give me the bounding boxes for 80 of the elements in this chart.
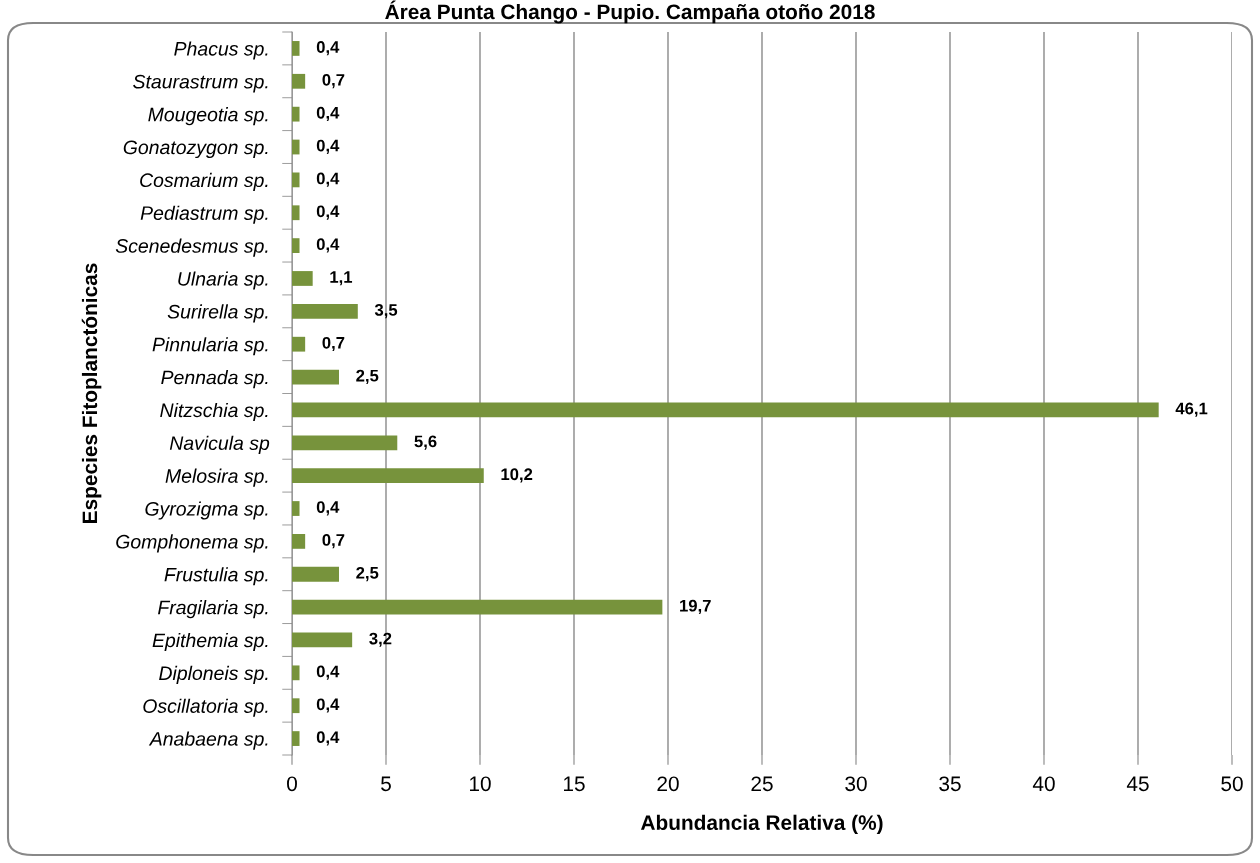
x-tick-label: 50: [1221, 776, 1243, 792]
data-label: 0,4: [316, 501, 340, 516]
data-label: 0,4: [316, 139, 340, 154]
data-label: 1,1: [330, 271, 353, 286]
bar: [292, 303, 358, 319]
y-tick-label: Phacus sp.: [174, 41, 268, 60]
x-tick-label: 30: [845, 776, 867, 792]
y-tick-label: Staurastrum sp.: [133, 74, 268, 93]
bar: [292, 468, 484, 484]
data-label: 19,7: [680, 599, 711, 614]
y-tick-label: Melosira sp.: [165, 468, 268, 487]
bar: [292, 336, 306, 352]
y-tick-label: Ulnaria sp.: [178, 271, 268, 290]
x-tick-label: 35: [939, 776, 961, 792]
bar: [292, 402, 1159, 418]
data-label: 0,7: [322, 73, 345, 89]
data-label: 5,6: [414, 435, 437, 450]
y-axis-title: Especies Fitoplanctónicas: [81, 263, 102, 523]
y-tick-label: Pennada sp.: [161, 370, 268, 389]
bar: [292, 369, 339, 385]
x-tick-label: 0: [287, 776, 297, 792]
y-tick-label: Gonatozygon sp.: [123, 140, 268, 159]
bar: [292, 205, 300, 221]
y-tick-label: Surirella sp.: [167, 304, 268, 323]
data-label: 10,2: [501, 468, 533, 483]
bar: [292, 501, 300, 516]
data-label: 0,4: [316, 106, 340, 122]
data-label: 3,5: [374, 304, 398, 319]
x-tick-label: 25: [751, 776, 773, 792]
bar: [292, 566, 339, 582]
bar: [292, 172, 300, 188]
y-tick-label: Pinnularia sp.: [152, 337, 268, 356]
bar: [292, 665, 300, 681]
y-tick-label: Diploneis sp.: [159, 665, 268, 684]
y-tick-label: Cosmarium sp.: [140, 172, 268, 191]
y-tick-label: Navicula sp: [169, 435, 270, 454]
bar: [292, 533, 306, 549]
data-label: 0,4: [316, 41, 340, 56]
y-tick-label: Pediastrum sp.: [140, 205, 268, 224]
bar: [292, 139, 300, 155]
y-tick-label: Oscillatoria sp.: [143, 698, 268, 717]
data-label: 0,4: [316, 172, 340, 187]
y-tick-label: Scenedesmus sp.: [115, 238, 268, 257]
data-label: 0,4: [316, 205, 340, 220]
bar: [292, 599, 663, 615]
y-tick-label: Frustulia sp.: [164, 567, 268, 586]
y-tick-label: Nitzschia sp.: [160, 402, 268, 422]
x-axis-title: Abundancia Relativa (%): [640, 814, 883, 835]
data-label: 46,1: [1175, 402, 1208, 417]
data-label: 0,4: [316, 698, 340, 713]
y-tick-label: Anabaena sp.: [148, 731, 268, 750]
data-label: 0,7: [322, 336, 345, 352]
bar: [292, 73, 306, 89]
x-tick-label: 15: [564, 776, 585, 792]
bar: [292, 632, 353, 648]
data-label: 2,5: [356, 369, 379, 384]
x-tick-label: 45: [1126, 776, 1149, 792]
bar: [292, 435, 398, 451]
y-tick-label: Gyrozigma sp.: [145, 501, 268, 520]
chart-title: Área Punta Chango - Pupio. Campaña otoño 2018: [385, 0, 875, 24]
data-label: 0,4: [316, 665, 340, 680]
x-tick-label: 40: [1032, 776, 1055, 792]
data-label: 0,4: [316, 238, 340, 253]
bar: [292, 238, 300, 254]
bar: [292, 698, 300, 714]
x-tick-label: 20: [657, 776, 679, 792]
x-tick-label: 10: [470, 776, 491, 792]
y-tick-label: Mougeotia sp.: [148, 107, 268, 126]
y-tick-label: Fragilaria sp.: [158, 600, 268, 619]
data-label: 2,5: [356, 566, 379, 582]
data-label: 0,4: [316, 731, 340, 746]
bar: [292, 41, 300, 56]
bar: [292, 271, 313, 286]
y-tick-label: Epithemia sp.: [152, 632, 268, 652]
data-label: 3,2: [369, 632, 392, 647]
y-tick-label: Gomphonema sp.: [116, 534, 268, 553]
x-tick-label: 5: [381, 776, 391, 792]
bar: [292, 106, 300, 122]
bar: [292, 731, 300, 746]
data-label: 0,7: [322, 534, 345, 549]
